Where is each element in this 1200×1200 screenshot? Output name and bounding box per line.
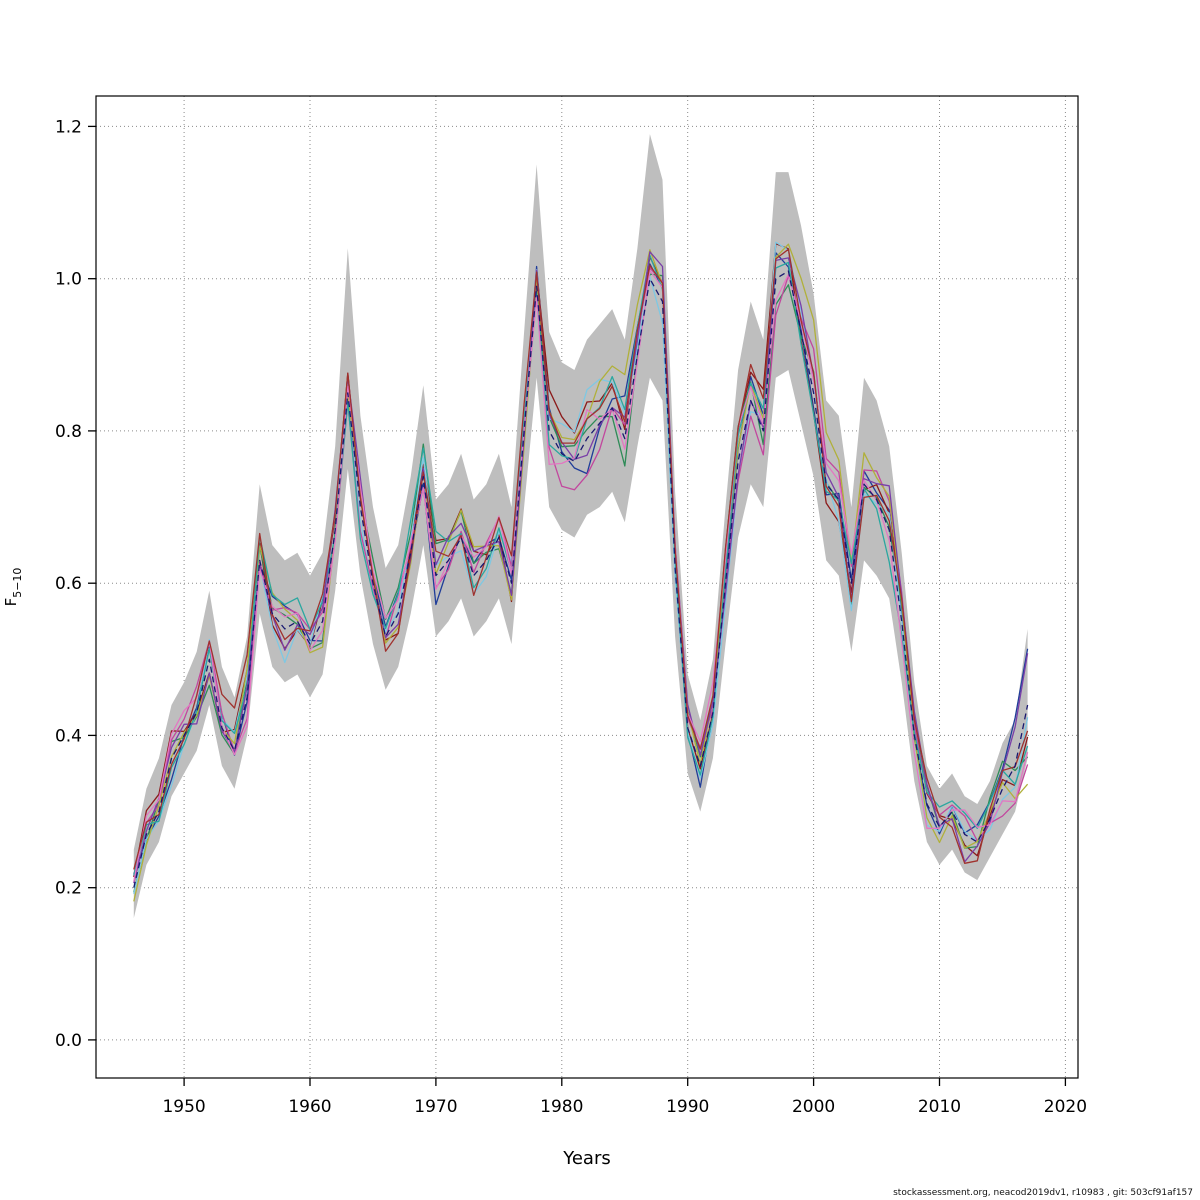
y-axis-title-sub: 5−10 <box>11 568 24 598</box>
footer-credit: stockassessment.org, neacod2019dv1, r109… <box>893 1188 1193 1198</box>
y-tick-label: 0.8 <box>55 422 82 442</box>
y-tick-label: 0.0 <box>55 1031 82 1051</box>
x-axis-title: Years <box>562 1148 611 1169</box>
x-tick-label: 2010 <box>918 1097 961 1117</box>
y-tick-label: 1.2 <box>55 117 82 137</box>
series-line-run-9 <box>133 269 1029 882</box>
series-line-run-1 <box>133 252 1029 875</box>
x-tick-label: 1970 <box>414 1097 457 1117</box>
y-tick-label: 1.0 <box>55 270 82 290</box>
series-line-run-10 <box>133 248 1029 870</box>
x-tick-label: 1980 <box>540 1097 583 1117</box>
series-line-run-7 <box>133 254 1029 876</box>
y-tick-label: 0.2 <box>55 879 82 899</box>
series-line-run-8 <box>133 251 1029 884</box>
y-tick-label: 0.6 <box>55 574 82 594</box>
x-tick-label: 2000 <box>792 1097 835 1117</box>
plot-border <box>95 95 1079 1079</box>
y-axis-title: F5−10 <box>2 568 24 607</box>
series-line-run-5 <box>133 267 1029 876</box>
x-tick-label: 2020 <box>1044 1097 1087 1117</box>
x-tick-label: 1960 <box>288 1097 331 1117</box>
y-axis-title-main: F <box>2 598 20 607</box>
x-tick-label: 1950 <box>162 1097 205 1117</box>
series-line-run-6 <box>133 243 1029 902</box>
series-line-central <box>133 270 1029 888</box>
y-tick-label: 0.4 <box>55 726 82 746</box>
plot-area: 1950 1960 1970 1980 1990 2000 2010 2020 0.0 0.2 0.… <box>55 95 1087 1117</box>
x-tick-label: 1990 <box>666 1097 709 1117</box>
